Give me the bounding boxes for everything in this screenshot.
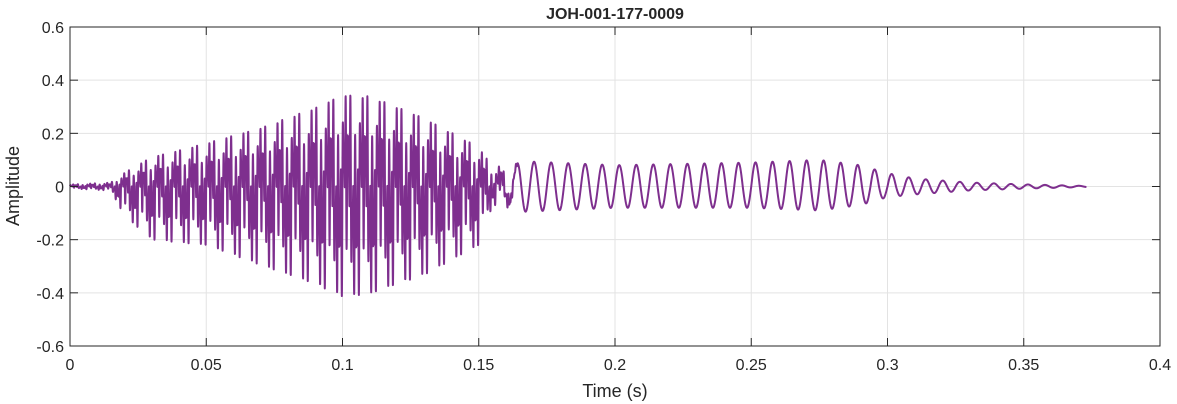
y-tick-label: 0.2 [42, 126, 64, 143]
waveform-line [69, 94, 1088, 298]
y-tick-label: 0.6 [42, 20, 64, 37]
x-tick-label: 0.4 [1149, 357, 1171, 374]
x-tick-label: 0 [66, 357, 75, 374]
x-tick-label: 0.05 [191, 357, 222, 374]
x-tick-label: 0.2 [604, 357, 626, 374]
y-tick-label: 0 [55, 180, 64, 197]
x-tick-label: 0.1 [331, 357, 353, 374]
y-axis-label: Amplitude [3, 146, 23, 226]
x-tick-label: 0.35 [1008, 357, 1039, 374]
x-tick-label: 0.25 [736, 357, 767, 374]
x-tick-label: 0.3 [876, 357, 898, 374]
y-tick-label: -0.4 [36, 286, 64, 303]
y-tick-label: 0.4 [42, 73, 64, 90]
chart-title: JOH-001-177-0009 [546, 6, 684, 23]
ticks: 0 0.05 0.1 0.15 0.2 0.25 0.3 0.35 0.4 -0.6 -0.4 -0.… [36, 20, 1171, 374]
y-tick-label: -0.6 [36, 339, 64, 356]
x-axis-label: Time (s) [582, 381, 647, 401]
y-tick-label: -0.2 [36, 233, 64, 250]
x-tick-label: 0.15 [463, 357, 494, 374]
